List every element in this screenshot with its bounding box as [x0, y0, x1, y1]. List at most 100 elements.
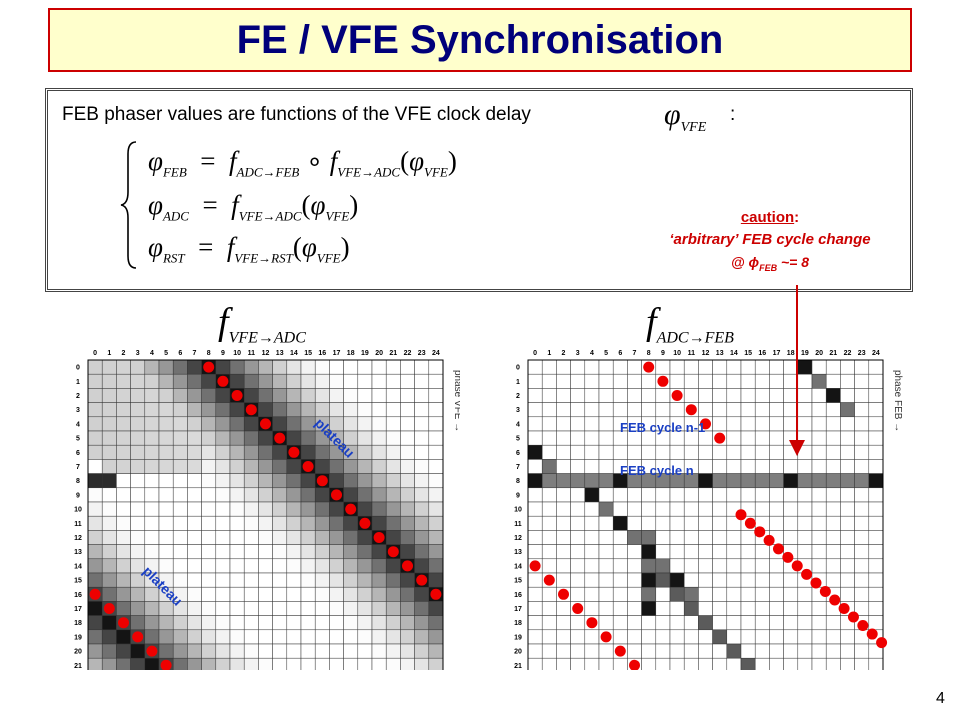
grid-cell: [187, 657, 202, 670]
grid-cell: [825, 359, 841, 375]
left-tick-label: 16: [514, 592, 522, 599]
left-tick-label: 14: [74, 563, 82, 570]
grid-cell: [598, 359, 614, 375]
phase-dot: [614, 645, 626, 657]
grid-cell: [258, 501, 273, 517]
grid-cell: [769, 586, 784, 602]
grid-cell: [428, 601, 444, 616]
grid-cell: [428, 444, 444, 460]
grid-cell: [811, 558, 827, 574]
grid-cell: [158, 359, 174, 375]
grid-cell: [357, 473, 373, 489]
grid-cell: [357, 629, 373, 645]
grid-cell: [428, 629, 444, 645]
grid-cell: [243, 359, 259, 375]
grid-cell: [754, 629, 770, 645]
grid-cell: [87, 416, 103, 432]
grid-cell: [527, 487, 543, 503]
grid-cell: [669, 558, 685, 574]
grid-cell: [655, 586, 671, 602]
left-tick-label: 10: [514, 507, 522, 514]
grid-cell: [187, 643, 202, 659]
grid-cell: [570, 487, 586, 503]
grid-cell: [258, 487, 273, 503]
grid-cell: [641, 657, 657, 670]
grid-cell: [840, 572, 855, 588]
grid-cell: [329, 473, 344, 489]
grid-cell: [683, 544, 699, 560]
grid-cell: [187, 586, 202, 602]
top-tick-label: 1: [107, 350, 111, 357]
grid-cell: [612, 586, 628, 602]
grid-cell: [683, 615, 699, 631]
grid-cell: [428, 530, 444, 545]
grid-cell: [243, 373, 259, 389]
grid-cell: [343, 388, 359, 403]
grid-cell: [840, 388, 855, 403]
grid-cell: [797, 515, 813, 531]
grid-cell: [868, 388, 884, 403]
grid-cell: [712, 544, 728, 560]
grid-cell: [371, 586, 387, 602]
phase-dot: [572, 603, 584, 614]
grid-cell: [584, 601, 600, 616]
grid-cell: [385, 558, 401, 574]
grid-cell: [187, 558, 202, 574]
grid-cell: [868, 430, 884, 446]
grid-cell: [144, 487, 160, 503]
grid-cell: [754, 558, 770, 574]
grid-cell: [712, 416, 728, 432]
grid-cell: [385, 601, 401, 616]
grid-cell: [825, 416, 841, 432]
grid-cell: [329, 501, 344, 517]
grid-cell: [556, 601, 571, 616]
grid-cell: [215, 657, 231, 670]
grid-cell: [541, 473, 557, 489]
phase-dot: [302, 461, 314, 472]
grid-cell: [215, 459, 231, 474]
grid-cell: [400, 473, 415, 489]
grid-cell: [769, 359, 784, 375]
grid-cell: [641, 388, 657, 403]
top-tick-label: 20: [375, 350, 383, 357]
grid-cell: [229, 416, 245, 432]
grid-cell: [286, 601, 302, 616]
grid-cell: [811, 416, 827, 432]
grid-cell: [172, 459, 188, 474]
plot-vfe-adc: 0 1 2 3 4 5 6 7 8 9 10 11 12 13 14 15 16 17 18 19 20 21 22 23 24…: [74, 350, 460, 670]
grid-cell: [570, 416, 586, 432]
grid-cell: [243, 473, 259, 489]
grid-cell: [754, 444, 770, 460]
grid-cell: [726, 430, 742, 446]
grid-cell: [286, 530, 302, 545]
grid-cell: [286, 558, 302, 574]
grid-cell: [811, 629, 827, 645]
grid-cell: [243, 643, 259, 659]
grid-cell: [258, 615, 273, 631]
grid-cell: [556, 501, 571, 517]
grid-cell: [754, 487, 770, 503]
grid-cell: [612, 515, 628, 531]
phase-dot: [132, 631, 144, 643]
grid-cell: [101, 643, 117, 659]
grid-cell: [286, 544, 302, 560]
grid-cell: [343, 373, 359, 389]
grid-cell: [797, 373, 813, 389]
grid-cell: [854, 487, 870, 503]
left-tick-label: 5: [76, 436, 80, 443]
grid-cell: [201, 629, 217, 645]
grid-cell: [584, 501, 600, 517]
equation-adc: φADC = fVFE→ADC(φVFE): [148, 190, 359, 224]
grid-cell: [797, 388, 813, 403]
top-tick-label: 24: [432, 350, 440, 357]
grid-cell: [116, 515, 131, 531]
grid-cell: [229, 572, 245, 588]
caution-line3: @ ϕFEB ~= 8: [730, 254, 810, 273]
grid-cell: [314, 615, 330, 631]
grid-cell: [414, 615, 430, 631]
grid-cell: [272, 657, 288, 670]
grid-cell: [343, 629, 359, 645]
grid-cell: [655, 572, 671, 588]
grid-cell: [868, 572, 884, 588]
grid-cell: [116, 629, 131, 645]
